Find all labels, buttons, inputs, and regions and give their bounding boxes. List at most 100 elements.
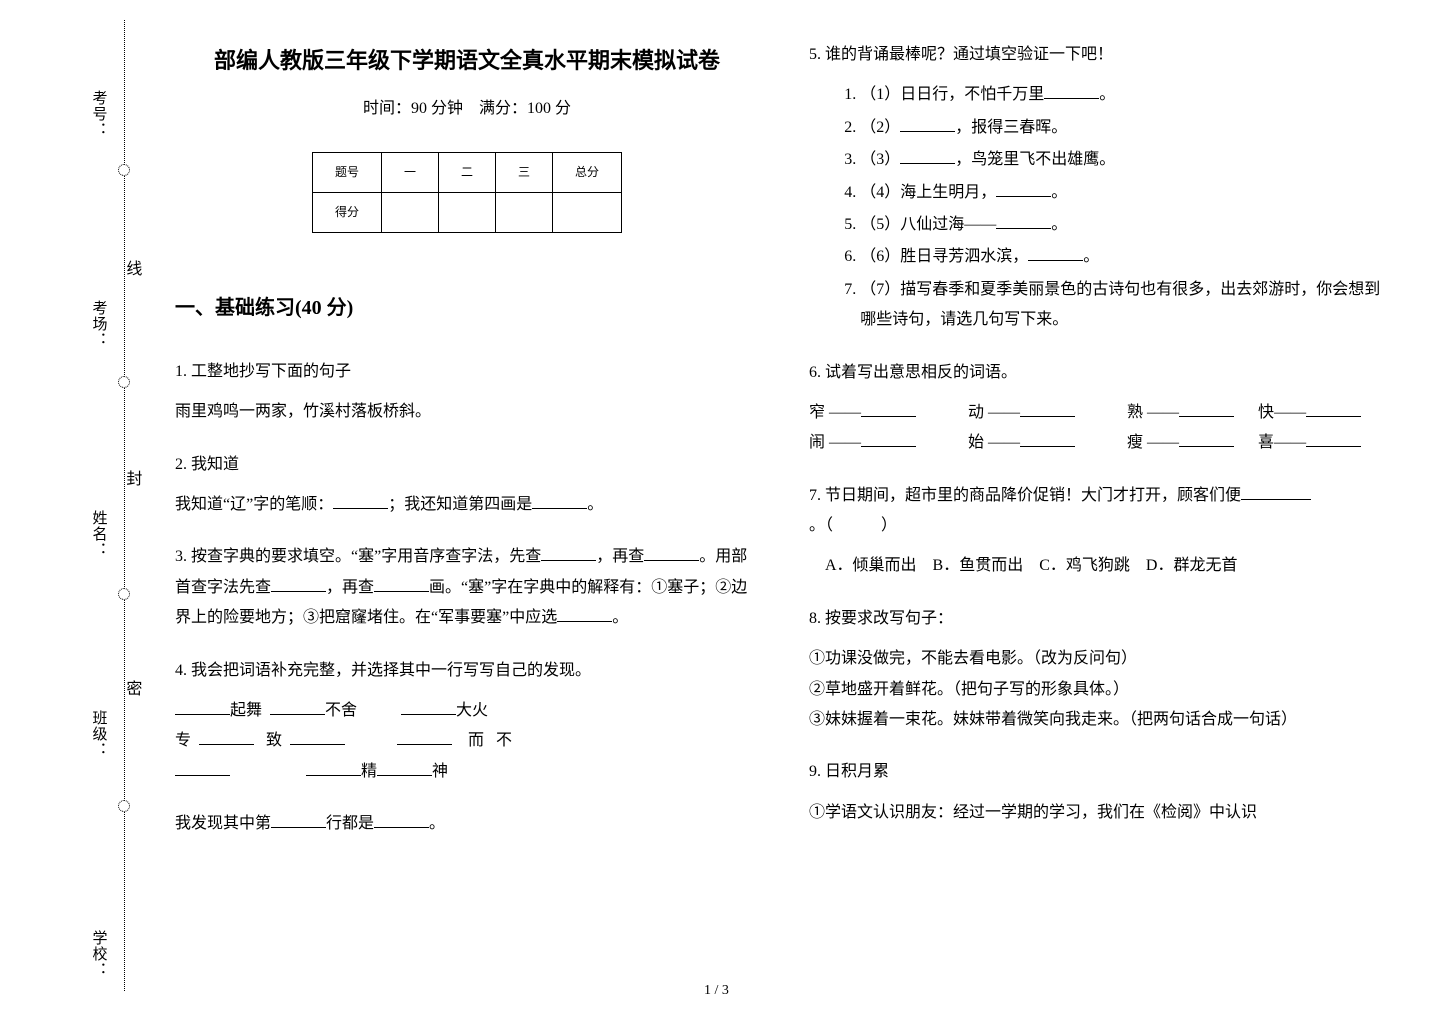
- content-area: 部编人教版三年级下学期语文全真水平期末模拟试卷 时间：90 分钟 满分：100 …: [175, 40, 1393, 991]
- q5-list: （1）日日行，不怕千万里。 （2），报得三春晖。 （3），鸟笼里飞不出雄鹰。 （…: [860, 80, 1393, 335]
- blank: [374, 812, 429, 828]
- q1-sentence: 雨里鸡鸣一两家，竹溪村落板桥斜。: [175, 397, 759, 427]
- time-limit: 时间：90 分钟: [363, 100, 463, 117]
- score-cell: [381, 192, 438, 232]
- blank: [333, 493, 388, 509]
- q7-options: A．倾巢而出 B．鱼贯而出 C．鸡飞狗跳 D．群龙无首: [825, 551, 1393, 581]
- blank: [1306, 431, 1361, 447]
- question-4-tail: 我发现其中第行都是。: [175, 809, 759, 839]
- blank: [996, 213, 1051, 229]
- score-cell: [496, 192, 553, 232]
- blank: [1028, 245, 1083, 261]
- q4-row1: 起舞 不舍 大火: [175, 696, 759, 726]
- question-4: 4. 我会把词语补充完整，并选择其中一行写写自己的发现。 起舞 不舍 大火 专 …: [175, 656, 759, 788]
- q-text: 工整地抄写下面的句子: [191, 363, 351, 380]
- score-header: 题号: [312, 153, 381, 193]
- q-number: 9.: [809, 763, 821, 780]
- blank: [397, 729, 452, 745]
- blank: [900, 148, 955, 164]
- question-2: 2. 我知道 我知道“辽”字的笔顺：；我还知道第四画是。: [175, 450, 759, 521]
- score-header: 三: [496, 153, 553, 193]
- q-number: 1.: [175, 363, 187, 380]
- q9-line1: ①学语文认识朋友：经过一学期的学习，我们在《检阅》中认识: [809, 798, 1393, 828]
- list-item: （2），报得三春晖。: [860, 113, 1393, 143]
- q-text: 按要求改写句子：: [825, 610, 953, 627]
- question-9: 9. 日积月累 ①学语文认识朋友：经过一学期的学习，我们在《检阅》中认识: [809, 757, 1393, 828]
- binding-label-room: 考场：: [84, 300, 113, 348]
- blank: [1020, 401, 1075, 417]
- full-score: 满分：100 分: [479, 100, 571, 117]
- q-number: 2.: [175, 456, 187, 473]
- q-number: 6.: [809, 364, 821, 381]
- q-text: 我会把词语补充完整，并选择其中一行写写自己的发现。: [191, 662, 591, 679]
- blank: [861, 401, 916, 417]
- question-8: 8. 按要求改写句子： ①功课没做完，不能去看电影。（改为反问句） ②草地盛开着…: [809, 604, 1393, 736]
- binding-circle: [118, 376, 130, 388]
- list-item: （6）胜日寻芳泗水滨，。: [860, 242, 1393, 272]
- list-item: （4）海上生明月，。: [860, 178, 1393, 208]
- score-table: 题号 一 二 三 总分 得分: [312, 152, 622, 233]
- binding-label-number: 考号：: [84, 90, 113, 138]
- score-cell: [553, 192, 622, 232]
- page-subtitle: 时间：90 分钟 满分：100 分: [175, 94, 759, 124]
- q6-row2: 闹 —— 始 —— 瘦 —— 喜——: [809, 428, 1393, 458]
- q-text: 我知道: [191, 456, 239, 473]
- list-item: （1）日日行，不怕千万里。: [860, 80, 1393, 110]
- score-header: 二: [438, 153, 495, 193]
- blank: [377, 760, 432, 776]
- blank: [1020, 431, 1075, 447]
- binding-label-name: 姓名：: [84, 510, 113, 558]
- blank: [1044, 83, 1099, 99]
- q4-row3: 精神: [175, 757, 759, 787]
- section-heading-1: 一、基础练习(40 分): [175, 289, 759, 327]
- q-text: 日积月累: [825, 763, 889, 780]
- blank: [644, 545, 699, 561]
- question-7: 7. 节日期间，超市里的商品降价促销！大门才打开，顾客们便。（ ） A．倾巢而出…: [809, 481, 1393, 582]
- binding-label-class: 班级：: [84, 710, 113, 758]
- score-cell: [438, 192, 495, 232]
- blank: [271, 576, 326, 592]
- q6-row1: 窄 —— 动 —— 熟 —— 快——: [809, 398, 1393, 428]
- q-text: 谁的背诵最棒呢？通过填空验证一下吧！: [825, 46, 1113, 63]
- blank: [306, 760, 361, 776]
- binding-column: 考号： 考场： 姓名： 班级： 学校： 密 封 线: [28, 0, 148, 1011]
- page-indicator: 1 / 3: [0, 978, 1433, 1005]
- q8-line2: ②草地盛开着鲜花。（把句子写的形象具体。）: [809, 675, 1393, 705]
- score-row-label: 得分: [312, 192, 381, 232]
- page-title: 部编人教版三年级下学期语文全真水平期末模拟试卷: [175, 40, 759, 82]
- q-text: 试着写出意思相反的词语。: [825, 364, 1017, 381]
- blank: [1241, 484, 1311, 500]
- binding-hint-mi: 密: [116, 680, 146, 712]
- blank: [290, 729, 345, 745]
- q2-line: 我知道“辽”字的笔顺：；我还知道第四画是。: [175, 490, 759, 520]
- q-number: 5.: [809, 46, 821, 63]
- blank: [175, 760, 230, 776]
- blank: [1306, 401, 1361, 417]
- list-item: （3），鸟笼里飞不出雄鹰。: [860, 145, 1393, 175]
- list-item: （7）描写春季和夏季美丽景色的古诗句也有很多，出去郊游时，你会想到哪些诗句，请选…: [860, 275, 1393, 336]
- binding-circle: [118, 588, 130, 600]
- blank: [1179, 431, 1234, 447]
- blank: [1179, 401, 1234, 417]
- blank: [271, 812, 326, 828]
- blank: [861, 431, 916, 447]
- binding-label-school: 学校：: [84, 930, 113, 978]
- blank: [270, 699, 325, 715]
- blank: [175, 699, 230, 715]
- list-item: （5）八仙过海——。: [860, 210, 1393, 240]
- blank: [532, 493, 587, 509]
- blank: [199, 729, 254, 745]
- binding-circle: [118, 164, 130, 176]
- binding-hint-feng: 封: [116, 470, 146, 502]
- blank: [401, 699, 456, 715]
- score-header: 一: [381, 153, 438, 193]
- q4-row2: 专 致 而 不: [175, 726, 759, 756]
- q-number: 8.: [809, 610, 821, 627]
- table-row: 题号 一 二 三 总分: [312, 153, 621, 193]
- blank: [900, 116, 955, 132]
- q8-line1: ①功课没做完，不能去看电影。（改为反问句）: [809, 644, 1393, 674]
- blank: [557, 606, 612, 622]
- q-number: 7.: [809, 487, 821, 504]
- table-row: 得分: [312, 192, 621, 232]
- binding-circle: [118, 800, 130, 812]
